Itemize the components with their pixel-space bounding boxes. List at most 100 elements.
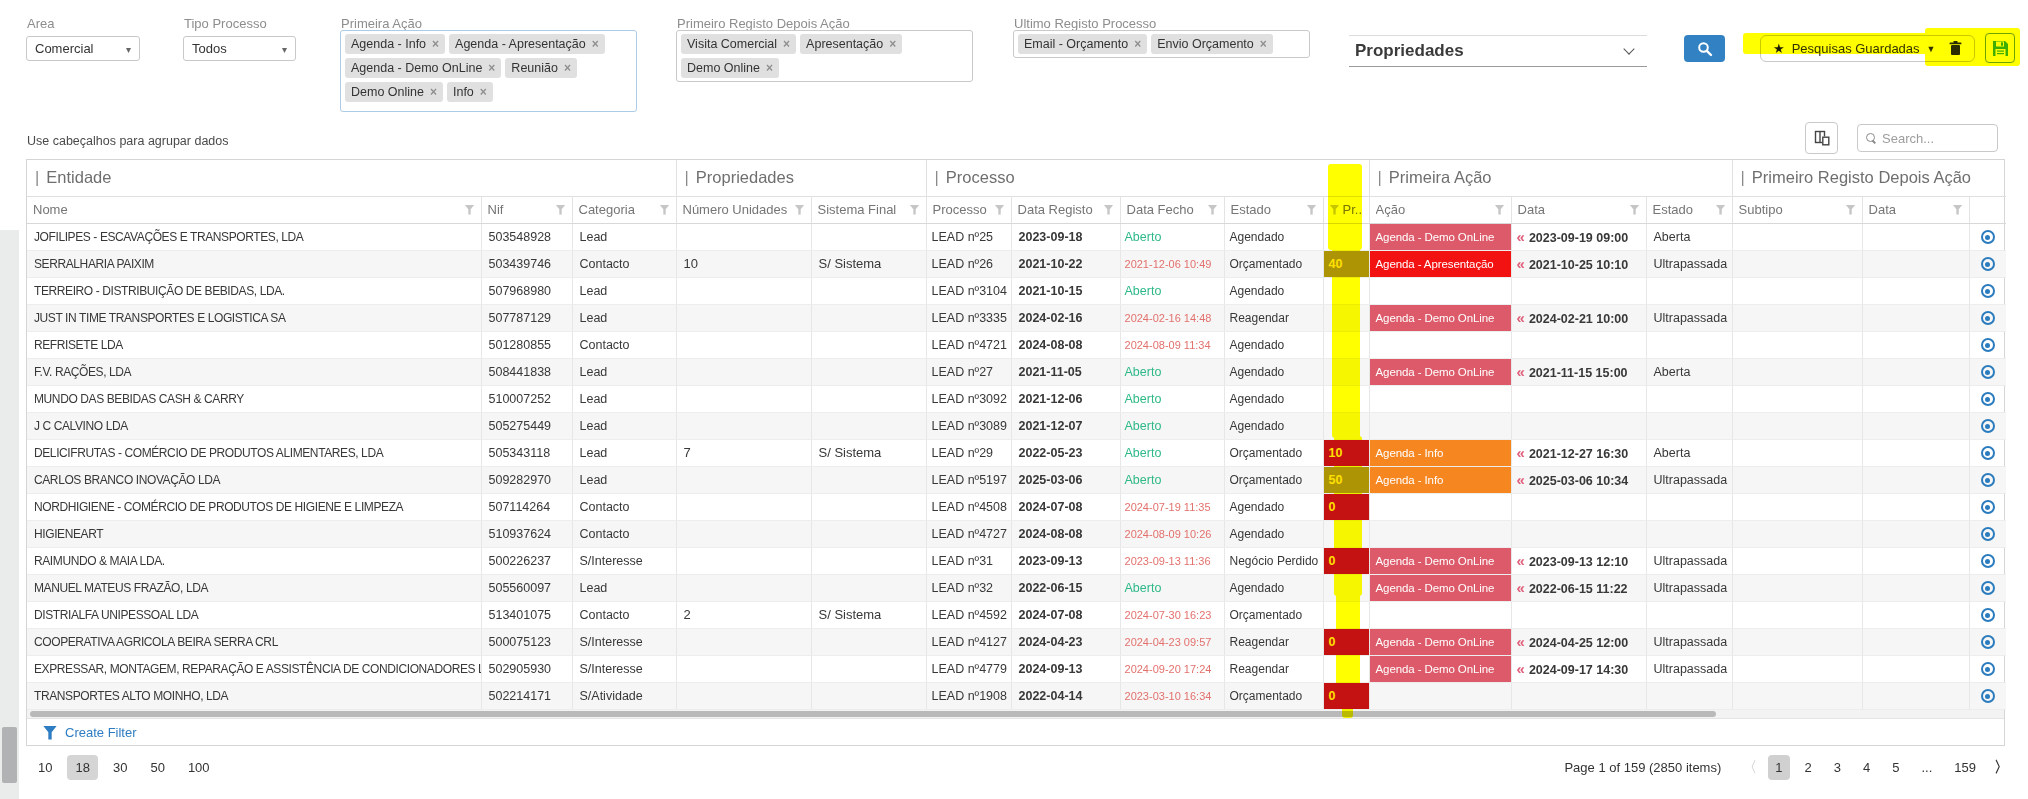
column-header[interactable]: Data Registo: [1011, 196, 1120, 223]
view-record-icon[interactable]: [1981, 230, 1995, 244]
remove-tag-icon[interactable]: ×: [592, 36, 599, 52]
band-header[interactable]: |Propriedades: [676, 160, 926, 196]
remove-tag-icon[interactable]: ×: [432, 36, 439, 52]
column-header[interactable]: Data Fecho: [1120, 196, 1224, 223]
table-row[interactable]: COOPERATIVA AGRICOLA BEIRA SERRA CRL5000…: [27, 628, 2006, 655]
create-filter-button[interactable]: Create Filter: [27, 718, 2004, 746]
filter-icon[interactable]: [910, 205, 920, 215]
page-number[interactable]: ...: [1914, 755, 1939, 780]
left-scrollbar-thumb[interactable]: [2, 727, 17, 783]
page-number[interactable]: 4: [1856, 755, 1877, 780]
column-chooser-button[interactable]: [1805, 122, 1838, 154]
remove-tag-icon[interactable]: ×: [766, 60, 773, 76]
table-row[interactable]: DELICIFRUTAS - COMÉRCIO DE PRODUTOS ALIM…: [27, 439, 2006, 466]
primeiro-registo-tagbox[interactable]: Visita Comercial×Apresentação×Demo Onlin…: [676, 30, 973, 82]
column-header[interactable]: Estado: [1224, 196, 1323, 223]
remove-tag-icon[interactable]: ×: [783, 36, 790, 52]
table-row[interactable]: EXPRESSAR, MONTAGEM, REPARAÇÃO E ASSISTÊ…: [27, 655, 2006, 682]
table-row[interactable]: RAIMUNDO & MAIA LDA.500226237S/Interesse…: [27, 547, 2006, 574]
left-scrollbar[interactable]: [0, 230, 19, 799]
filter-icon[interactable]: [795, 205, 805, 215]
column-header[interactable]: Nome: [27, 196, 481, 223]
view-record-icon[interactable]: [1981, 608, 1995, 622]
page-size-option[interactable]: 50: [142, 755, 172, 780]
column-header[interactable]: Data: [1862, 196, 1969, 223]
filter-icon[interactable]: [660, 205, 670, 215]
view-record-icon[interactable]: [1981, 581, 1995, 595]
column-header[interactable]: Número Unidades: [676, 196, 811, 223]
column-header[interactable]: Subtipo: [1732, 196, 1862, 223]
table-row[interactable]: MUNDO DAS BEBIDAS CASH & CARRY510007252L…: [27, 385, 2006, 412]
page-size-option[interactable]: 18: [67, 755, 97, 780]
view-record-icon[interactable]: [1981, 446, 1995, 460]
band-header[interactable]: |Primeira Ação: [1369, 160, 1732, 196]
table-row[interactable]: TRANSPORTES ALTO MOINHO, LDA502214171S/A…: [27, 682, 2006, 709]
view-selector[interactable]: Propriedades: [1349, 35, 1647, 67]
page-size-option[interactable]: 100: [180, 755, 218, 780]
filter-icon[interactable]: [1104, 205, 1114, 215]
table-row[interactable]: J C CALVINO LDA505275449LeadLEAD nº30892…: [27, 412, 2006, 439]
column-header[interactable]: Categoria: [572, 196, 676, 223]
view-record-icon[interactable]: [1981, 419, 1995, 433]
table-row[interactable]: F.V. RAÇÕES, LDA508441838LeadLEAD nº2720…: [27, 358, 2006, 385]
band-header[interactable]: |Entidade: [27, 160, 676, 196]
table-row[interactable]: NORDHIGIENE - COMÉRCIO DE PRODUTOS DE HI…: [27, 493, 2006, 520]
view-record-icon[interactable]: [1981, 284, 1995, 298]
filter-icon[interactable]: [1846, 205, 1856, 215]
view-record-icon[interactable]: [1981, 554, 1995, 568]
view-record-icon[interactable]: [1981, 392, 1995, 406]
view-record-icon[interactable]: [1981, 662, 1995, 676]
band-header[interactable]: |Processo: [926, 160, 1369, 196]
filter-icon[interactable]: [1307, 205, 1317, 215]
filter-tag[interactable]: Info×: [447, 82, 493, 102]
band-header[interactable]: |Primeiro Registo Depois Ação: [1732, 160, 1969, 196]
search-button[interactable]: [1684, 35, 1725, 62]
page-number[interactable]: 5: [1885, 755, 1906, 780]
tipo-processo-select[interactable]: Todos▾: [183, 36, 296, 61]
horizontal-scrollbar[interactable]: [27, 710, 2004, 718]
filter-icon[interactable]: [556, 205, 566, 215]
view-record-icon[interactable]: [1981, 500, 1995, 514]
column-header[interactable]: Nif: [481, 196, 572, 223]
filter-icon[interactable]: [1716, 205, 1726, 215]
filter-tag[interactable]: Envio Orçamento×: [1151, 34, 1273, 54]
primeira-acao-tagbox[interactable]: Agenda - Info×Agenda - Apresentação×Agen…: [340, 30, 637, 112]
view-record-icon[interactable]: [1981, 257, 1995, 271]
filter-tag[interactable]: Agenda - Demo OnLine×: [345, 58, 501, 78]
remove-tag-icon[interactable]: ×: [480, 84, 487, 100]
table-row[interactable]: JUST IN TIME TRANSPORTES E LOGISTICA SA5…: [27, 304, 2006, 331]
filter-icon[interactable]: [465, 205, 475, 215]
page-number[interactable]: 3: [1827, 755, 1848, 780]
filter-icon[interactable]: [1208, 205, 1218, 215]
table-row[interactable]: REFRISETE LDA501280855ContactoLEAD nº472…: [27, 331, 2006, 358]
filter-tag[interactable]: Agenda - Info×: [345, 34, 445, 54]
filter-tag[interactable]: Reunião×: [505, 58, 577, 78]
view-record-icon[interactable]: [1981, 527, 1995, 541]
page-number[interactable]: 159: [1947, 755, 1983, 780]
view-record-icon[interactable]: [1981, 311, 1995, 325]
remove-tag-icon[interactable]: ×: [430, 84, 437, 100]
view-record-icon[interactable]: [1981, 635, 1995, 649]
grid-search-input[interactable]: Search...: [1857, 124, 1998, 152]
filter-tag[interactable]: Apresentação×: [800, 34, 902, 54]
column-header[interactable]: Estado: [1646, 196, 1732, 223]
table-row[interactable]: MANUEL MATEUS FRAZÃO, LDA505560097LeadLE…: [27, 574, 2006, 601]
prev-page-button[interactable]: 〈: [1739, 758, 1760, 777]
view-record-icon[interactable]: [1981, 338, 1995, 352]
table-row[interactable]: JOFILIPES - ESCAVAÇÕES E TRANSPORTES, LD…: [27, 223, 2006, 250]
remove-tag-icon[interactable]: ×: [488, 60, 495, 76]
scrollbar-thumb[interactable]: [30, 711, 1716, 717]
table-row[interactable]: HIGIENEART510937624ContactoLEAD nº472720…: [27, 520, 2006, 547]
remove-tag-icon[interactable]: ×: [1260, 36, 1267, 52]
column-header[interactable]: Data: [1511, 196, 1646, 223]
column-header[interactable]: Processo: [926, 196, 1011, 223]
table-row[interactable]: DISTRIALFA UNIPESSOAL LDA513401075Contac…: [27, 601, 2006, 628]
page-size-option[interactable]: 10: [30, 755, 60, 780]
filter-icon[interactable]: [1630, 205, 1640, 215]
filter-icon[interactable]: [1495, 205, 1505, 215]
page-size-option[interactable]: 30: [105, 755, 135, 780]
filter-icon[interactable]: [995, 205, 1005, 215]
filter-tag[interactable]: Email - Orçamento×: [1018, 34, 1147, 54]
filter-tag[interactable]: Visita Comercial×: [681, 34, 796, 54]
remove-tag-icon[interactable]: ×: [1134, 36, 1141, 52]
